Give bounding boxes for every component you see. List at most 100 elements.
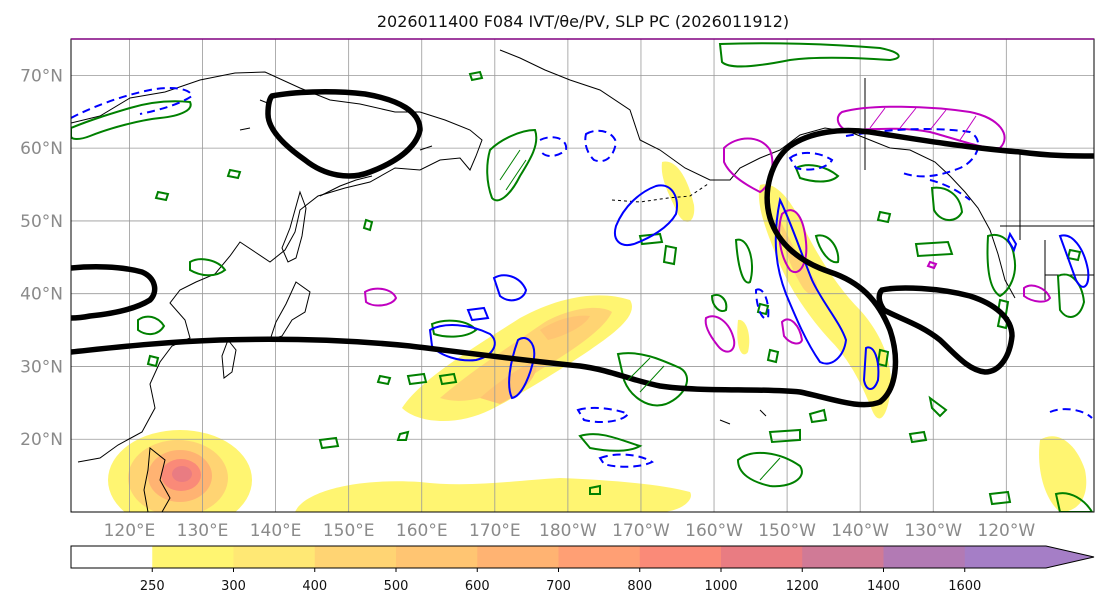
- pv-contour: [137, 315, 166, 336]
- slp-contour: [265, 89, 423, 179]
- theta-e-contour: [614, 184, 678, 246]
- magenta-contour: [926, 260, 938, 270]
- lon-tick-label: 140°E: [250, 521, 302, 541]
- lon-tick-label: 170°W: [612, 521, 670, 541]
- theta-e-dashed-contour: [539, 136, 568, 157]
- colorbar-segment: [314, 546, 397, 568]
- lon-tick-label: 140°W: [831, 521, 889, 541]
- colorbar-segment: [802, 546, 884, 568]
- theta-e-dashed-contour: [576, 406, 630, 423]
- ivt-fill-yellow: [295, 478, 691, 512]
- theta-e-contour: [492, 274, 528, 302]
- colorbar-tick-label: 1400: [867, 579, 900, 594]
- pv-contour: [486, 128, 538, 202]
- colorbar-tick-label: 600: [465, 579, 490, 594]
- magenta-contour: [704, 315, 736, 353]
- lon-tick-label: 160°W: [685, 521, 743, 541]
- colorbar-tick-label: 1200: [786, 579, 819, 594]
- colorbar-segment: [71, 546, 153, 568]
- colorbar-tick-label: 700: [546, 579, 571, 594]
- lon-tick-label: 120°W: [977, 521, 1035, 541]
- pv-contour: [430, 319, 478, 338]
- colorbar-segment: [233, 546, 316, 568]
- colorbar-tick-label: 500: [384, 579, 409, 594]
- lat-tick-label: 60°N: [20, 139, 63, 159]
- colorbar-segment: [477, 546, 559, 568]
- lon-tick-label: 150°E: [323, 521, 375, 541]
- colorbar-segment: [558, 546, 641, 568]
- theta-e-contour: [1058, 234, 1090, 288]
- lat-tick-label: 30°N: [20, 357, 63, 377]
- theta-e-contour: [774, 196, 848, 365]
- lon-tick-label: 180°W: [539, 521, 597, 541]
- pv-contour: [189, 258, 227, 277]
- theta-e-contour: [466, 306, 490, 322]
- pv-contour: [710, 294, 728, 312]
- colorbar-segment: [721, 546, 803, 568]
- colorbar-segment: [883, 546, 966, 568]
- ivt-fill-yellow: [1039, 436, 1087, 512]
- colorbar-segment: [152, 546, 234, 568]
- pv-contour: [718, 42, 900, 68]
- lon-tick-label: 130°E: [177, 521, 229, 541]
- magenta-contour: [780, 318, 804, 345]
- coastline-sakhalin: [281, 190, 307, 263]
- pv-contour: [1056, 273, 1086, 318]
- slp-contour: [71, 264, 158, 321]
- coastline-north-america: [499, 49, 1016, 299]
- latitude-labels: 20°N 30°N 40°N 50°N 60°N 70°N: [20, 66, 63, 450]
- theta-e-dashed-contour: [584, 129, 618, 163]
- slp-contour: [876, 285, 1015, 375]
- state-borders: [1000, 150, 1094, 300]
- theta-e-contour: [1006, 231, 1018, 253]
- pv-contour-small: [146, 70, 1082, 506]
- theta-e-dashed-contour: [598, 453, 654, 468]
- theta-e-dashed-contour: [71, 87, 194, 119]
- theta-e-dashed-contour: [845, 128, 980, 178]
- colorbar-tick-label: 1600: [948, 579, 981, 594]
- lon-tick-label: 160°E: [396, 521, 448, 541]
- theta-e-contour: [428, 324, 496, 362]
- map-content: [71, 39, 1094, 512]
- small-islands: [239, 99, 767, 425]
- ivt-fill-yellow: [737, 319, 750, 355]
- pv-contour: [578, 433, 643, 452]
- coastline-taiwan: [221, 339, 237, 379]
- colorbar-tick-label: 300: [221, 579, 246, 594]
- figure-title: 2026011400 F084 IVT/θe/PV, SLP PC (20260…: [377, 12, 789, 31]
- pv-contour: [986, 234, 1016, 298]
- colorbar: 250 300 400 500 600 700 800 1000 1200 1400 1600: [70, 545, 1095, 594]
- ivt-fill-yellow: [661, 161, 695, 222]
- magenta-contour: [1023, 284, 1052, 303]
- pv-contour: [736, 451, 803, 488]
- lat-tick-label: 20°N: [20, 430, 63, 450]
- coastline-philippines: [143, 447, 171, 512]
- lon-tick-label: 150°W: [758, 521, 816, 541]
- theta-e-dashed-contour: [929, 179, 971, 201]
- colorbar-segment: [396, 546, 478, 568]
- pv-hatching: [499, 149, 781, 481]
- pv-contour: [794, 164, 840, 183]
- theta-e-dashed-contours: [71, 87, 1093, 468]
- theta-e-contours: [428, 184, 1090, 400]
- slp-contours: [71, 89, 1094, 408]
- colorbar-segment: [639, 546, 722, 568]
- coastline-kuril: [319, 175, 373, 197]
- pv-contour: [814, 234, 840, 264]
- colorbar-tick-label: 1000: [704, 579, 737, 594]
- coastline-japan: [269, 281, 311, 341]
- colorbar-outline: [70, 545, 1095, 569]
- colorbar-tick-label: 800: [627, 579, 652, 594]
- theta-e-dashed-contour: [1049, 408, 1093, 419]
- theta-e-dashed-contour: [754, 288, 770, 320]
- ivt-fill-rose: [172, 466, 192, 482]
- colorbar-tick-label: 250: [140, 579, 165, 594]
- coastline-aleutians: [611, 183, 709, 203]
- lon-tick-label: 170°E: [469, 521, 521, 541]
- pv-contour: [71, 100, 192, 140]
- theta-e-contour: [508, 337, 536, 400]
- lon-tick-label: 130°W: [904, 521, 962, 541]
- slp-contour: [71, 127, 1094, 408]
- pv-contour: [734, 238, 754, 284]
